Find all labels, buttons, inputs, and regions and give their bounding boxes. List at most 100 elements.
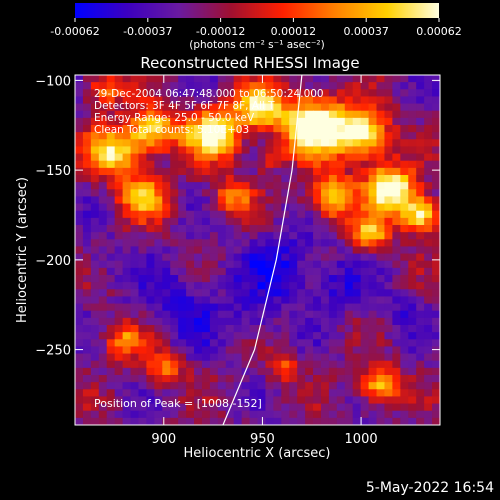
heatmap-cell — [305, 139, 314, 148]
heatmap-cell — [114, 132, 124, 140]
heatmap-cell — [344, 403, 354, 412]
heatmap-cell — [257, 367, 267, 376]
heatmap-cell — [352, 403, 362, 412]
heatmap-cell — [424, 317, 433, 326]
heatmap-cell — [114, 82, 124, 90]
heatmap-cell — [90, 175, 100, 183]
heatmap-cell — [265, 382, 274, 390]
colorbar: -0.00062 -0.00037 -0.00012 0.00012 0.00037 0.… — [50, 3, 462, 51]
heatmap-cell — [194, 167, 203, 176]
heatmap-cell — [90, 96, 100, 105]
heatmap-cell — [424, 182, 433, 190]
heatmap-cell — [233, 196, 243, 205]
heatmap-cell — [376, 310, 386, 319]
heatmap-cell — [305, 353, 314, 362]
heatmap-cell — [400, 396, 409, 405]
colorbar-tick-label: 0.00062 — [416, 25, 462, 38]
heatmap-cell — [273, 339, 282, 348]
heatmap-cell — [289, 282, 298, 290]
heatmap-cell — [209, 289, 219, 298]
heatmap-cell — [265, 317, 274, 326]
heatmap-cell — [225, 389, 235, 398]
heatmap-cell — [130, 282, 140, 290]
heatmap-cell — [75, 417, 84, 425]
heatmap-cell — [368, 389, 378, 398]
heatmap-cell — [122, 110, 132, 119]
heatmap-cell — [360, 382, 370, 390]
heatmap-cell — [305, 125, 314, 133]
heatmap-cell — [217, 89, 227, 98]
heatmap-cell — [241, 303, 251, 312]
heatmap-cell — [313, 89, 322, 98]
heatmap-cell — [162, 396, 171, 405]
heatmap-cell — [146, 232, 155, 240]
heatmap-cell — [194, 189, 203, 198]
heatmap-cell — [368, 189, 378, 198]
heatmap-cell — [138, 103, 148, 112]
heatmap-cell — [233, 310, 243, 319]
heatmap-cell — [146, 103, 155, 112]
heatmap-cell — [249, 275, 259, 283]
heatmap-cell — [384, 296, 393, 305]
heatmap-cell — [82, 189, 92, 198]
heatmap-cell — [106, 325, 116, 333]
heatmap-cell — [209, 267, 219, 276]
heatmap-cell — [90, 339, 100, 348]
heatmap-cell — [432, 153, 440, 162]
heatmap-cell — [130, 167, 140, 176]
heatmap-cell — [178, 332, 187, 340]
heatmap-cell — [154, 325, 163, 333]
heatmap-cell — [360, 189, 370, 198]
heatmap-cell — [130, 139, 140, 148]
heatmap-cell — [328, 260, 338, 269]
heatmap-cell — [384, 282, 393, 290]
heatmap-cell — [186, 103, 195, 112]
heatmap-cell — [432, 139, 440, 148]
heatmap-cell — [114, 225, 124, 233]
heatmap-cell — [162, 410, 171, 419]
heatmap-cell — [170, 375, 179, 383]
heatmap-cell — [320, 232, 330, 240]
heatmap-cell — [114, 367, 124, 376]
heatmap-cell — [233, 282, 243, 290]
heatmap-cell — [424, 260, 433, 269]
heatmap-cell — [424, 267, 433, 276]
heatmap-cell — [352, 96, 362, 105]
heatmap-cell — [400, 175, 409, 183]
heatmap-cell — [170, 225, 179, 233]
heatmap-cell — [154, 253, 163, 262]
heatmap-cell — [289, 225, 298, 233]
heatmap-cell — [122, 267, 132, 276]
heatmap-cell — [209, 132, 219, 140]
heatmap-cell — [249, 196, 259, 205]
heatmap-cell — [122, 217, 132, 226]
heatmap-cell — [82, 317, 92, 326]
heatmap-cell — [424, 339, 433, 348]
heatmap-cell — [217, 325, 227, 333]
heatmap-cell — [257, 125, 267, 133]
heatmap-cell — [106, 417, 116, 425]
heatmap-cell — [305, 310, 314, 319]
heatmap-cell — [320, 210, 330, 219]
heatmap-cell — [162, 353, 171, 362]
heatmap-cell — [138, 346, 148, 355]
colorbar-tick-label: -0.00037 — [123, 25, 172, 38]
heatmap-cell — [313, 317, 322, 326]
heatmap-cell — [154, 225, 163, 233]
heatmap-cell — [209, 310, 219, 319]
heatmap-cell — [273, 296, 282, 305]
heatmap-cell — [114, 260, 124, 269]
heatmap-cell — [289, 403, 298, 412]
heatmap-cell — [344, 389, 354, 398]
heatmap-cell — [233, 396, 243, 405]
heatmap-cell — [281, 410, 290, 419]
heatmap-cell — [170, 382, 179, 390]
heatmap-cell — [217, 382, 227, 390]
heatmap-cell — [209, 203, 219, 212]
heatmap-cell — [376, 175, 386, 183]
heatmap-cell — [217, 282, 227, 290]
heatmap-cell — [82, 339, 92, 348]
heatmap-cell — [320, 196, 330, 205]
heatmap-cell — [289, 203, 298, 212]
heatmap-cell — [201, 117, 211, 126]
